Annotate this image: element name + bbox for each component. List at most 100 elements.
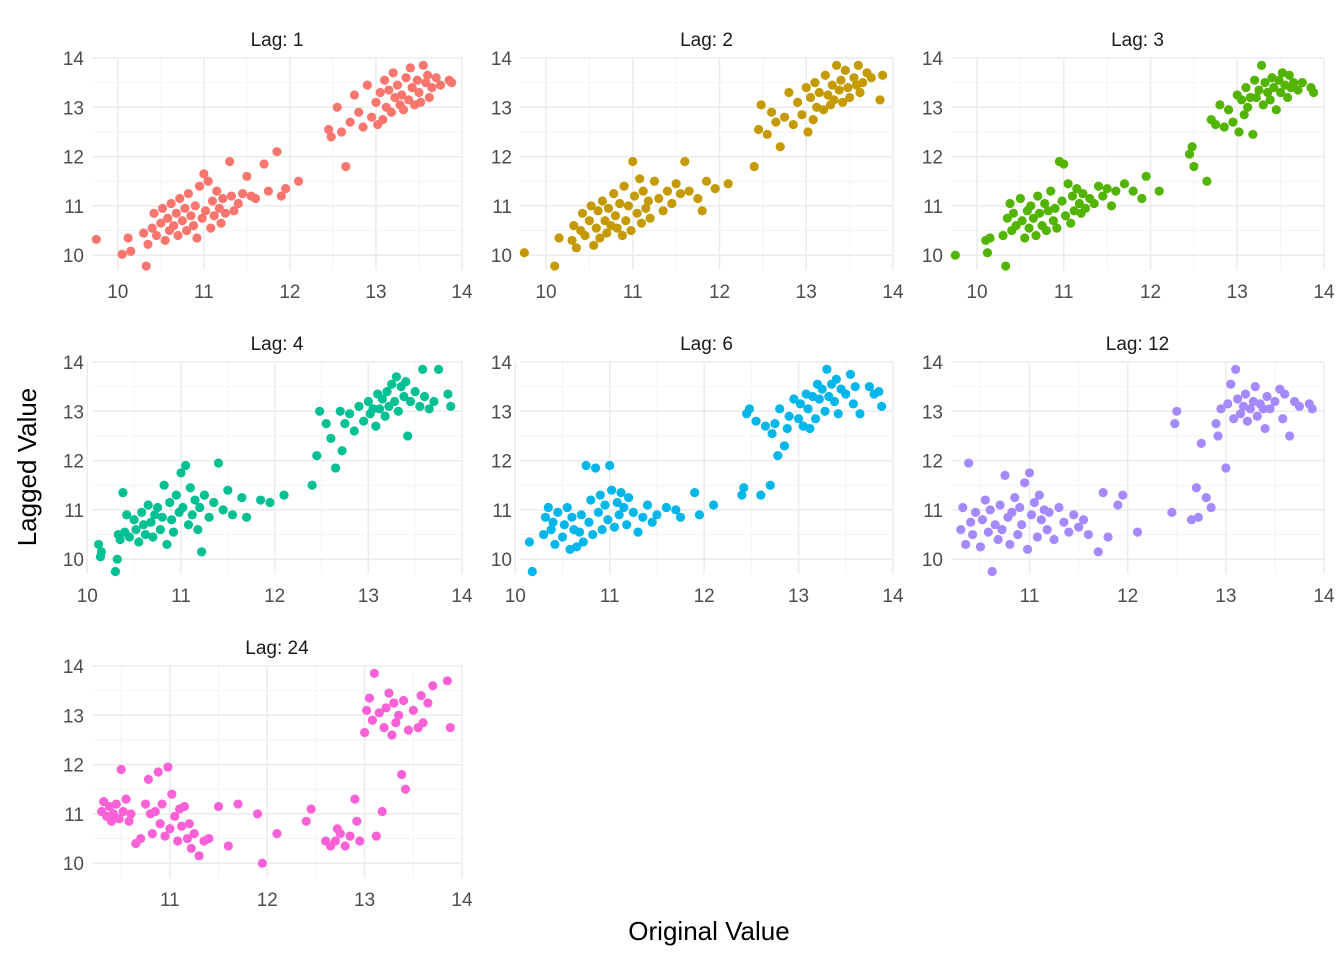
data-point xyxy=(1234,127,1244,137)
data-point xyxy=(652,510,662,520)
data-point xyxy=(845,369,856,379)
data-point xyxy=(638,512,648,522)
facet-panel: 10 11 12 13 14 11 12 13 14 Lag: 24 xyxy=(63,638,473,911)
data-point xyxy=(1010,492,1020,503)
x-tick-label: 13 xyxy=(1227,282,1248,303)
data-point xyxy=(237,492,247,503)
data-point xyxy=(773,451,783,461)
data-point xyxy=(213,801,224,812)
data-point xyxy=(336,127,347,137)
data-point xyxy=(163,213,173,223)
data-point xyxy=(1069,206,1079,216)
data-point xyxy=(388,68,398,78)
data-point xyxy=(229,206,239,216)
data-point xyxy=(1285,431,1295,441)
data-point xyxy=(571,243,581,253)
data-point xyxy=(632,208,642,218)
data-point xyxy=(810,414,821,424)
y-tick-label: 11 xyxy=(923,197,943,218)
data-point xyxy=(966,517,976,527)
data-point xyxy=(112,554,122,564)
data-point xyxy=(1187,142,1197,152)
data-point xyxy=(321,419,331,429)
data-point xyxy=(398,695,409,706)
data-point xyxy=(171,208,181,218)
data-point xyxy=(1111,186,1121,196)
data-point xyxy=(408,705,418,715)
data-point xyxy=(577,208,588,218)
y-tick-label: 12 xyxy=(63,756,84,777)
data-point xyxy=(827,80,837,90)
data-point xyxy=(1211,419,1221,429)
data-point xyxy=(1000,470,1010,480)
data-point xyxy=(188,221,199,231)
data-point xyxy=(118,488,128,498)
data-point xyxy=(1060,211,1071,221)
data-point xyxy=(140,529,150,540)
data-point xyxy=(675,512,686,522)
data-point xyxy=(756,490,766,500)
data-point xyxy=(808,115,818,125)
data-point xyxy=(1241,82,1251,93)
data-point xyxy=(760,421,771,431)
data-point xyxy=(1005,539,1015,550)
data-point xyxy=(701,176,712,186)
data-point xyxy=(1236,95,1247,105)
x-tick-label: 11 xyxy=(623,282,643,303)
data-point xyxy=(307,480,317,490)
data-point xyxy=(371,97,381,107)
data-point xyxy=(401,377,411,387)
data-point xyxy=(1132,527,1143,537)
data-point xyxy=(163,762,173,772)
data-point xyxy=(784,411,794,421)
data-point xyxy=(626,225,636,236)
data-point xyxy=(134,537,144,547)
data-point xyxy=(751,416,761,426)
data-point xyxy=(762,129,772,140)
data-point xyxy=(335,406,345,416)
data-point xyxy=(173,836,183,846)
data-point xyxy=(116,764,126,775)
y-tick-label: 12 xyxy=(922,452,943,473)
data-point xyxy=(445,723,455,733)
data-point xyxy=(162,539,172,550)
data-point xyxy=(427,82,437,93)
data-point xyxy=(567,235,577,246)
data-point xyxy=(206,223,216,233)
data-point xyxy=(375,87,385,98)
data-point xyxy=(1189,161,1199,172)
data-point xyxy=(447,78,457,88)
data-point xyxy=(252,809,263,819)
data-point xyxy=(766,107,777,117)
data-point xyxy=(139,228,149,238)
y-tick-label: 13 xyxy=(63,706,84,727)
data-point xyxy=(858,78,868,88)
y-tick-label: 12 xyxy=(63,148,84,169)
data-point xyxy=(866,73,876,83)
data-point xyxy=(213,458,224,468)
data-point xyxy=(635,174,645,184)
data-point xyxy=(1106,201,1117,211)
data-point xyxy=(187,510,197,520)
data-point xyxy=(256,495,266,505)
data-point xyxy=(574,527,585,537)
data-point xyxy=(173,230,183,241)
data-point xyxy=(387,730,397,740)
y-tick-label: 14 xyxy=(63,49,85,70)
data-point xyxy=(155,819,165,829)
x-axis-title: Original Value xyxy=(628,916,789,946)
data-point xyxy=(998,230,1008,241)
data-point xyxy=(157,799,167,809)
data-point xyxy=(122,510,132,520)
x-tick-label: 10 xyxy=(966,282,987,303)
data-point xyxy=(407,82,417,93)
data-point xyxy=(1280,389,1290,399)
data-point xyxy=(181,460,191,471)
data-point xyxy=(422,70,433,80)
data-point xyxy=(675,188,686,199)
data-point xyxy=(1276,87,1286,98)
data-point xyxy=(340,419,350,429)
data-point xyxy=(591,223,601,233)
data-point xyxy=(379,723,389,733)
